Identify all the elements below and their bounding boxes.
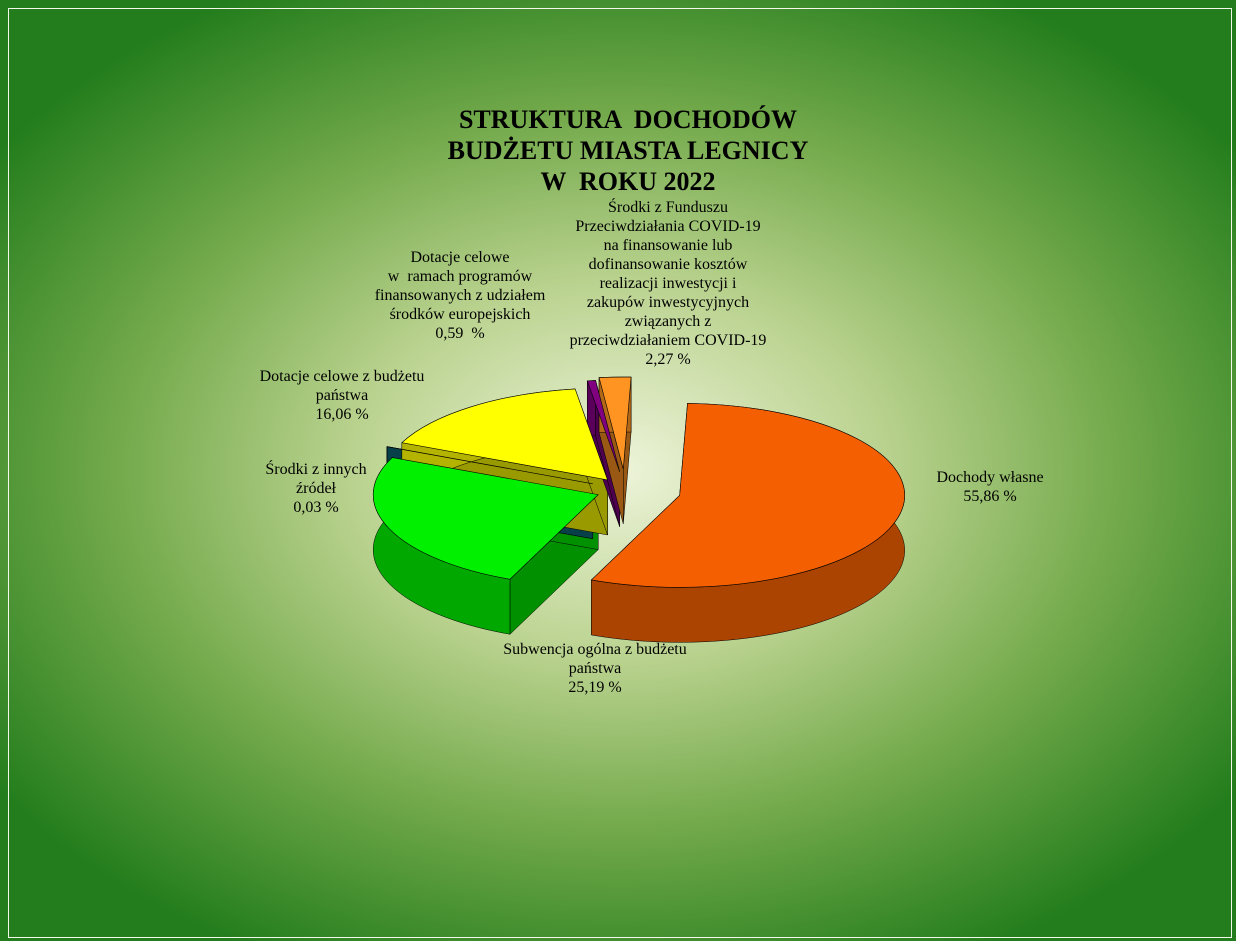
value-label: 2,27 % <box>645 351 691 368</box>
slice-label: Środki z innych źródeł 0,03 % <box>265 460 366 517</box>
slice <box>598 376 632 470</box>
category-label: Dotacje celowe z budżetu państwa <box>259 368 425 404</box>
slice-label: Dotacje celowe z budżetu państwa 16,06 % <box>260 367 425 424</box>
slice <box>401 388 609 481</box>
category-label: Dotacje celowe w ramach programów finans… <box>374 249 546 323</box>
value-label: 0,03 % <box>293 499 339 516</box>
chart-title: STRUKTURA DOCHODÓW BUDŻETU MIASTA LEGNIC… <box>447 105 809 196</box>
slice <box>586 380 621 473</box>
category-label: Środki z Funduszu Przeciwdziałania COVID… <box>569 199 767 349</box>
slice <box>386 446 593 485</box>
category-label: Środki z innych źródeł <box>265 461 367 497</box>
slice-label: Subwencja ogólna z budżetu państwa 25,19 … <box>503 640 687 697</box>
slice-label: Dotacje celowe w ramach programów finans… <box>375 248 546 343</box>
value-label: 25,19 % <box>568 679 622 696</box>
category-label: Subwencja ogólna z budżetu państwa <box>503 641 687 677</box>
slice <box>590 403 905 588</box>
category-label: Dochody własne <box>936 469 1044 486</box>
value-label: 0,59 % <box>435 325 485 342</box>
frame <box>8 8 1232 938</box>
value-label: 55,86 % <box>963 488 1017 505</box>
slice-label: Dochody własne 55,86 % <box>936 468 1043 506</box>
slice-label: Środki z Funduszu Przeciwdziałania COVID… <box>570 198 767 369</box>
slice <box>372 457 599 580</box>
value-label: 16,06 % <box>315 406 369 423</box>
